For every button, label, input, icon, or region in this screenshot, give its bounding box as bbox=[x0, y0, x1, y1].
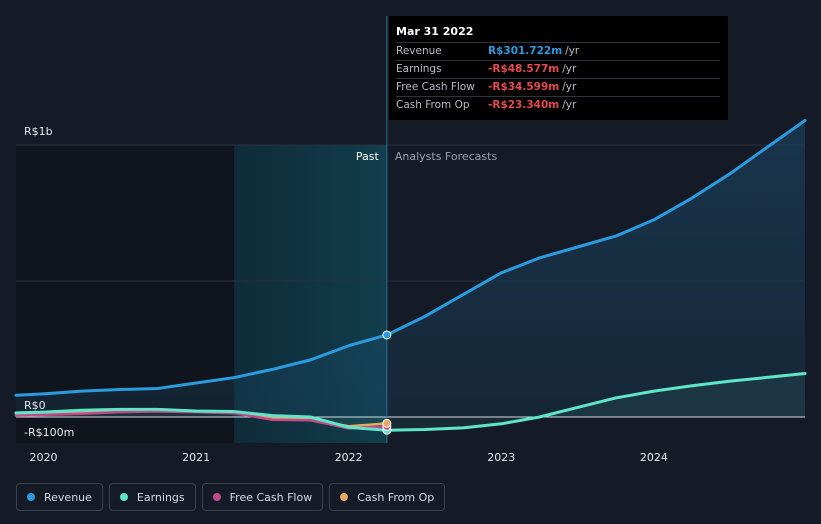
tooltip-value: R$301.722m bbox=[488, 45, 563, 57]
tooltip-label: Cash From Op bbox=[396, 99, 470, 111]
tooltip-row-cash-from-op: Cash From Op -R$23.340m /yr bbox=[396, 96, 720, 114]
tooltip-row-free-cash-flow: Free Cash Flow -R$34.599m /yr bbox=[396, 78, 720, 96]
tooltip-label: Free Cash Flow bbox=[396, 81, 475, 93]
x-tick-label: 2021 bbox=[182, 451, 210, 464]
y-tick-label: R$0 bbox=[24, 399, 46, 412]
legend: Revenue Earnings Free Cash Flow Cash Fro… bbox=[16, 483, 446, 511]
revenue-line bbox=[14, 119, 807, 397]
y-tick-label: -R$100m bbox=[24, 426, 74, 439]
tooltip: Mar 31 2022 Revenue R$301.722m /yr Earni… bbox=[389, 16, 728, 120]
tooltip-label: Revenue bbox=[396, 45, 442, 57]
tooltip-row-earnings: Earnings -R$48.577m /yr bbox=[396, 60, 720, 78]
tooltip-unit: /yr bbox=[562, 99, 577, 111]
tooltip-unit: /yr bbox=[565, 45, 580, 57]
earnings-line bbox=[14, 371, 807, 432]
legend-item-earnings[interactable]: Earnings bbox=[108, 483, 196, 511]
revenue-area bbox=[16, 120, 805, 418]
revenue-marker bbox=[382, 330, 392, 340]
cash-from-op-marker bbox=[382, 418, 392, 428]
tooltip-label: Earnings bbox=[396, 63, 442, 75]
x-tick-label: 2022 bbox=[335, 451, 363, 464]
tooltip-row-revenue: Revenue R$301.722m /yr bbox=[396, 42, 720, 60]
tooltip-value: -R$34.599m bbox=[488, 81, 560, 93]
y-tick-label: R$1b bbox=[24, 125, 53, 138]
tooltip-date: Mar 31 2022 bbox=[396, 25, 474, 38]
forecast-label: Analysts Forecasts bbox=[395, 150, 498, 163]
earnings-area bbox=[16, 373, 805, 431]
tooltip-value: -R$23.340m bbox=[488, 99, 560, 111]
x-tick-label: 2024 bbox=[640, 451, 668, 464]
legend-item-revenue[interactable]: Revenue bbox=[16, 483, 103, 511]
earnings-dot-icon bbox=[119, 493, 128, 501]
legend-item-cash-from-op[interactable]: Cash From Op bbox=[329, 483, 446, 511]
free-cash-flow-dot-icon bbox=[212, 493, 221, 501]
legend-label: Cash From Op bbox=[357, 490, 435, 504]
legend-label: Free Cash Flow bbox=[229, 490, 313, 504]
tooltip-unit: /yr bbox=[562, 81, 577, 93]
x-tick-label: 2020 bbox=[29, 451, 57, 464]
revenue-dot-icon bbox=[27, 493, 35, 501]
legend-label: Revenue bbox=[44, 490, 92, 504]
past-label: Past bbox=[356, 150, 380, 163]
cash-from-op-dot-icon bbox=[340, 493, 349, 501]
tooltip-unit: /yr bbox=[562, 63, 577, 75]
x-tick-label: 2023 bbox=[487, 451, 515, 464]
tooltip-value: -R$48.577m bbox=[488, 63, 560, 75]
legend-item-free-cash-flow[interactable]: Free Cash Flow bbox=[201, 483, 324, 511]
legend-label: Earnings bbox=[136, 490, 185, 504]
